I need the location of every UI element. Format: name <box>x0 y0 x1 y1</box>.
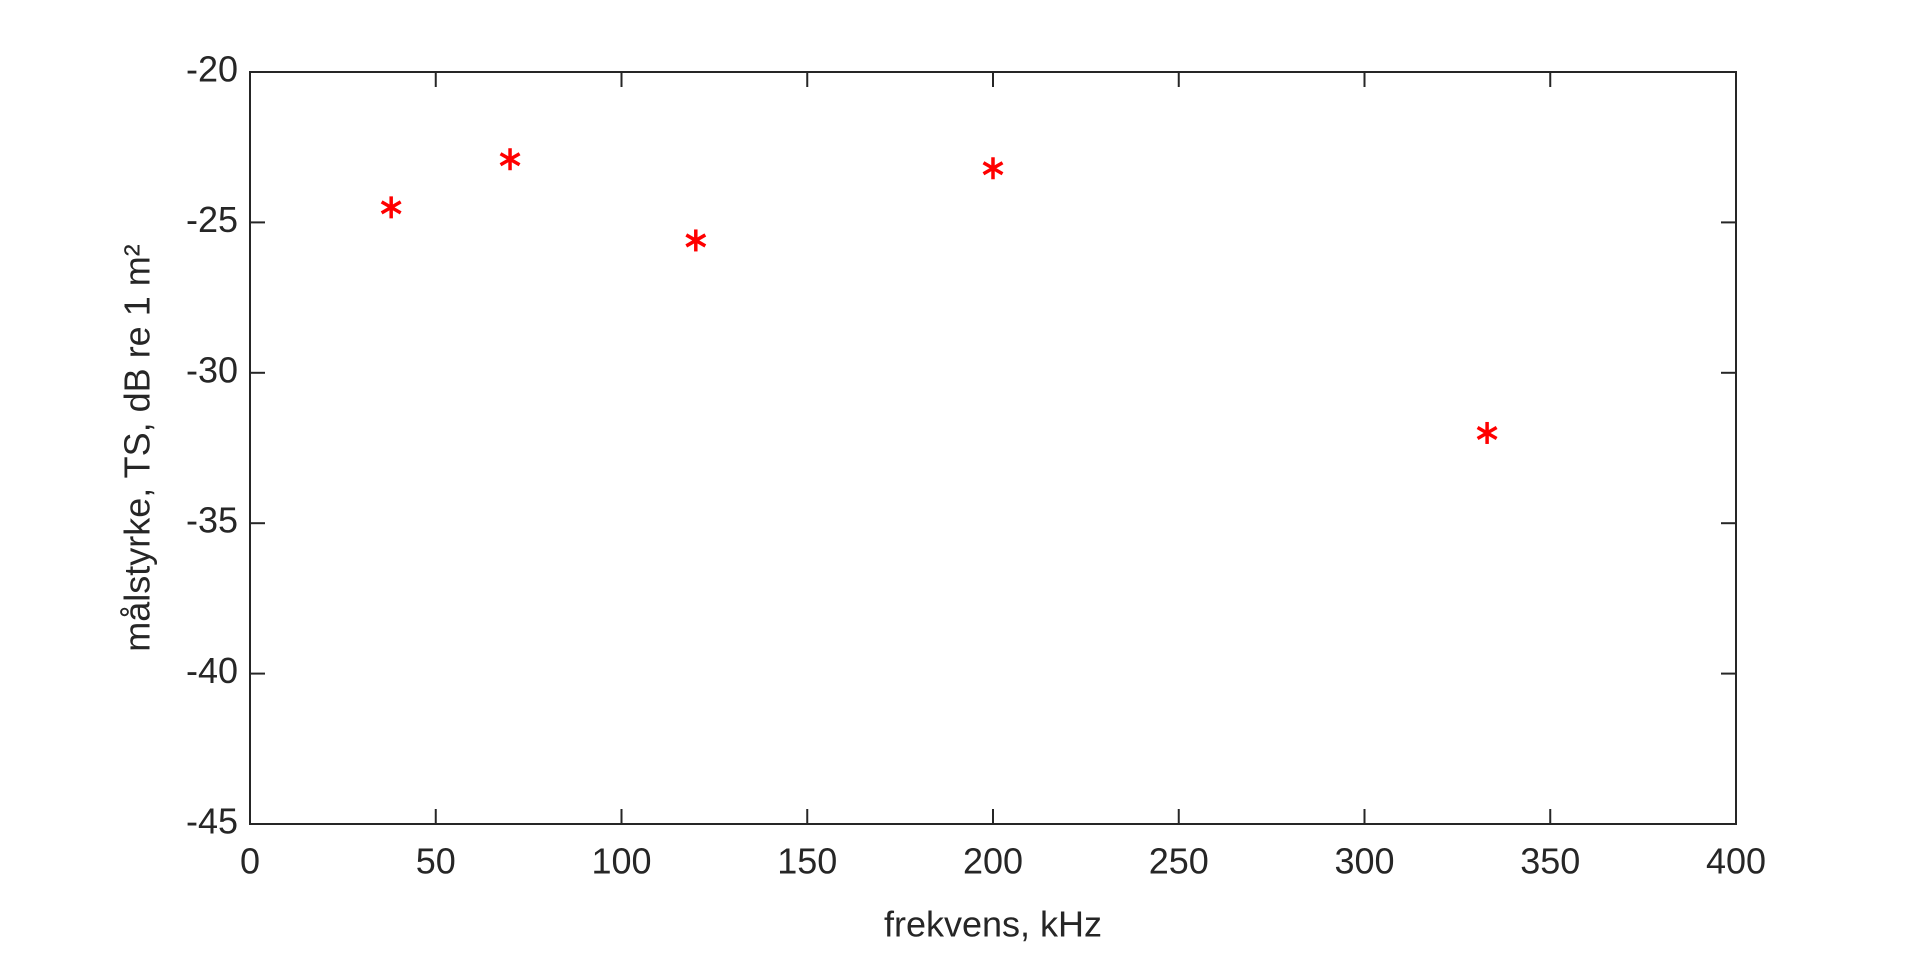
x-tick-label: 200 <box>963 841 1023 882</box>
plot-frame <box>249 71 1737 825</box>
data-point <box>982 157 1004 180</box>
y-tick-label: -20 <box>186 49 238 90</box>
marker-stroke <box>380 200 402 215</box>
marker-stroke <box>685 233 707 248</box>
y-tick-label: -45 <box>186 801 238 842</box>
x-axis-label: frekvens, kHz <box>884 904 1102 945</box>
marker-stroke <box>1476 425 1498 440</box>
data-point <box>380 196 402 219</box>
y-tick-label: -35 <box>186 500 238 541</box>
x-tick-label: 350 <box>1520 841 1580 882</box>
x-tick-label: 50 <box>416 841 456 882</box>
y-axis-label: målstyrke, TS, dB re 1 m² <box>117 244 158 651</box>
x-tick-label: 250 <box>1149 841 1209 882</box>
x-tick-label: 300 <box>1334 841 1394 882</box>
x-tick-label: 150 <box>777 841 837 882</box>
x-tick-label: 400 <box>1706 841 1766 882</box>
data-point <box>685 229 707 252</box>
x-tick-label: 0 <box>240 841 260 882</box>
y-tick-label: -25 <box>186 199 238 240</box>
data-point <box>1476 421 1498 444</box>
x-tick-label: 100 <box>591 841 651 882</box>
y-tick-label: -30 <box>186 349 238 390</box>
marker-stroke <box>982 161 1004 176</box>
data-point <box>499 148 521 171</box>
marker-stroke <box>499 152 521 167</box>
y-tick-label: -40 <box>186 650 238 691</box>
